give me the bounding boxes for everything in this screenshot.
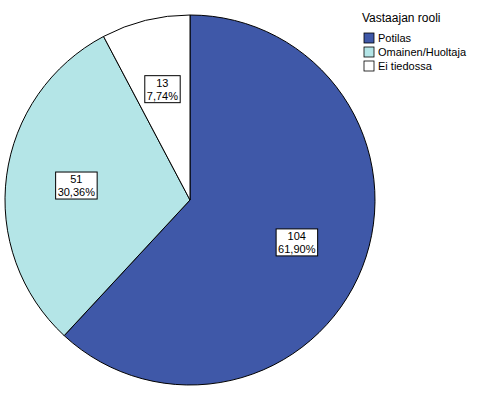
legend-label: Omainen/Huoltaja <box>378 46 467 58</box>
data-label-count: 51 <box>70 173 82 185</box>
legend: Vastaajan rooli Potilas Omainen/Huoltaja Ei… <box>362 11 467 72</box>
data-labels: 10461,90% 5130,36% 137,74% <box>56 76 318 256</box>
slice <box>5 36 190 335</box>
legend-title: Vastaajan rooli <box>362 11 441 25</box>
data-label-count: 13 <box>156 77 168 89</box>
data-label-box <box>145 76 180 103</box>
legend-swatch <box>364 33 374 43</box>
data-label-percent: 61,90% <box>278 243 316 255</box>
data-label-percent: 7,74% <box>147 90 178 102</box>
legend-label: Potilas <box>378 32 412 44</box>
chart: 10461,90% 5130,36% 137,74% Vastaajan rooli P… <box>0 0 501 400</box>
legend-label: Ei tiedossa <box>378 60 433 72</box>
data-label: 10461,90% <box>276 229 318 256</box>
slice <box>104 15 190 200</box>
data-label: 5130,36% <box>56 172 98 199</box>
data-label-percent: 30,36% <box>58 186 96 198</box>
data-label-count: 104 <box>288 230 306 242</box>
legend-swatch <box>364 47 374 57</box>
data-label: 137,74% <box>145 76 180 103</box>
slices <box>5 15 375 385</box>
legend-swatch <box>364 61 374 71</box>
data-label-box <box>56 172 98 199</box>
data-label-box <box>276 229 318 256</box>
